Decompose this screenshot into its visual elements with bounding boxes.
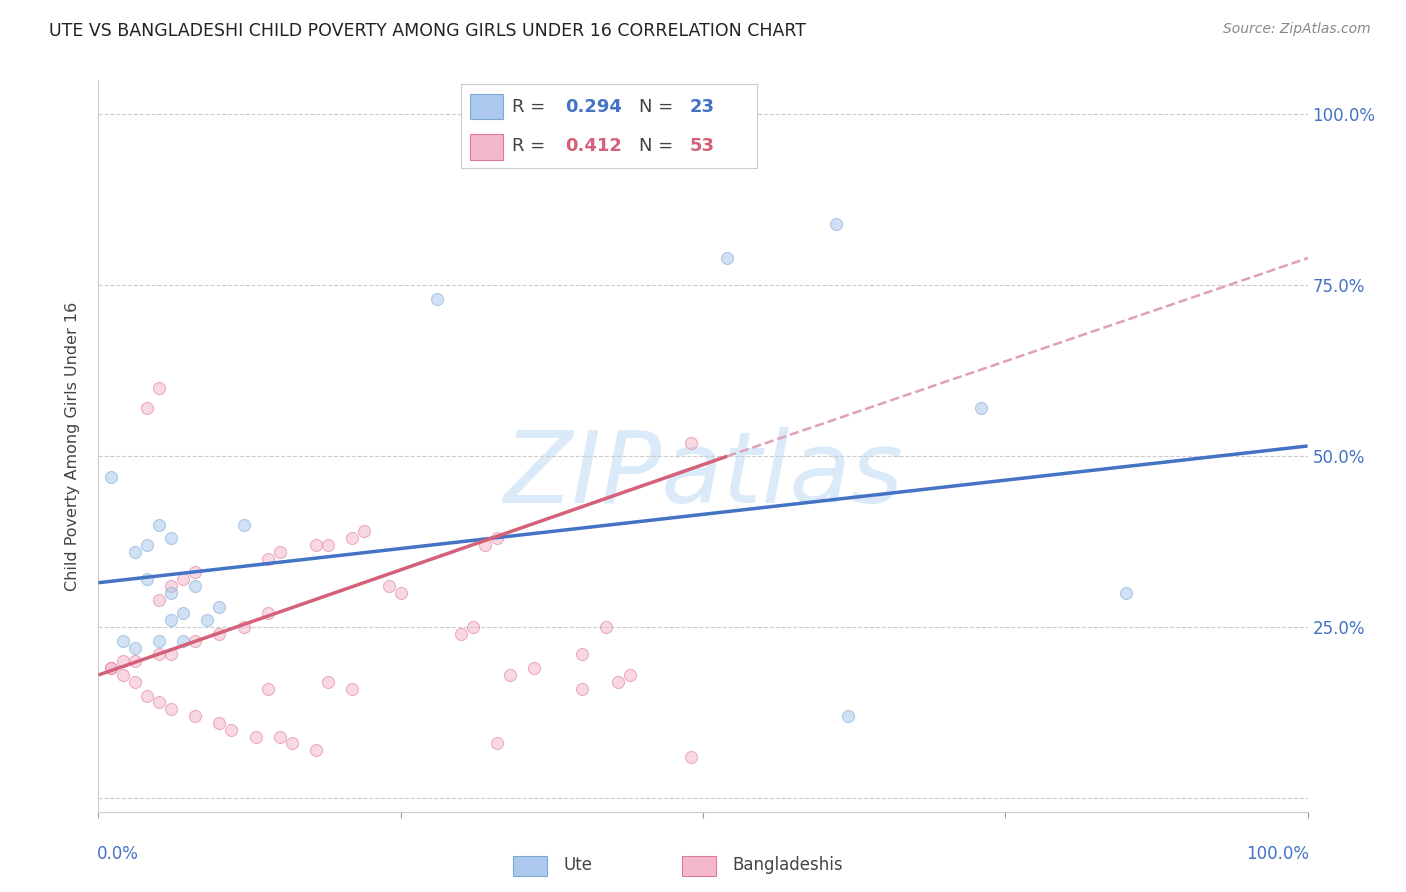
Point [160, 531, 183, 545]
Point [232, 517, 254, 532]
Point [172, 633, 194, 648]
Point [523, 661, 546, 675]
Point [184, 566, 207, 580]
Text: UTE VS BANGLADESHI CHILD POVERTY AMONG GIRLS UNDER 16 CORRELATION CHART: UTE VS BANGLADESHI CHILD POVERTY AMONG G… [49, 22, 806, 40]
Point [111, 654, 134, 668]
Point [124, 654, 146, 668]
Point [389, 586, 412, 600]
Point [124, 674, 146, 689]
Point [256, 551, 278, 566]
Point [148, 633, 170, 648]
Point [342, 681, 364, 696]
Point [607, 674, 630, 689]
Point [160, 586, 183, 600]
Point [474, 538, 496, 552]
Point [100, 469, 122, 483]
Point [245, 730, 267, 744]
Point [353, 524, 375, 539]
FancyBboxPatch shape [513, 856, 547, 876]
Point [825, 217, 848, 231]
Point [305, 538, 328, 552]
Point [160, 579, 183, 593]
Text: 100.0%: 100.0% [1246, 845, 1309, 863]
Point [269, 730, 291, 744]
Point [305, 743, 328, 757]
Point [486, 736, 509, 750]
Point [195, 613, 218, 627]
Point [172, 572, 194, 586]
Point [463, 620, 485, 634]
Text: Source: ZipAtlas.com: Source: ZipAtlas.com [1223, 22, 1371, 37]
Point [1115, 586, 1137, 600]
Text: ZIPatlas: ZIPatlas [503, 426, 903, 524]
Point [160, 648, 183, 662]
Point [111, 633, 134, 648]
Point [148, 381, 170, 395]
Point [111, 668, 134, 682]
Point [184, 709, 207, 723]
Point [221, 723, 243, 737]
Point [316, 674, 339, 689]
Point [837, 709, 859, 723]
Point [148, 695, 170, 709]
Point [148, 648, 170, 662]
Point [970, 401, 993, 416]
Point [342, 531, 364, 545]
Point [160, 702, 183, 716]
Point [256, 607, 278, 621]
Point [450, 627, 472, 641]
Point [571, 681, 593, 696]
Point [377, 579, 399, 593]
Point [208, 599, 231, 614]
Y-axis label: Child Poverty Among Girls Under 16: Child Poverty Among Girls Under 16 [65, 301, 80, 591]
Text: 0.0%: 0.0% [97, 845, 139, 863]
Text: Bangladeshis: Bangladeshis [733, 856, 844, 874]
Point [184, 633, 207, 648]
Point [148, 592, 170, 607]
Point [716, 251, 738, 265]
FancyBboxPatch shape [682, 856, 716, 876]
Point [172, 607, 194, 621]
Point [135, 401, 157, 416]
Point [208, 715, 231, 730]
Point [256, 681, 278, 696]
Point [135, 572, 157, 586]
Point [426, 292, 449, 306]
Point [100, 661, 122, 675]
Point [619, 668, 641, 682]
Point [124, 545, 146, 559]
Point [679, 750, 702, 764]
Point [269, 545, 291, 559]
Point [232, 620, 254, 634]
Point [208, 627, 231, 641]
Point [498, 668, 520, 682]
Point [679, 435, 702, 450]
Point [124, 640, 146, 655]
Point [316, 538, 339, 552]
Point [135, 538, 157, 552]
Point [135, 689, 157, 703]
Point [595, 620, 617, 634]
Point [486, 531, 509, 545]
Point [148, 517, 170, 532]
Point [184, 579, 207, 593]
Point [160, 613, 183, 627]
Point [100, 661, 122, 675]
Point [281, 736, 304, 750]
Text: Ute: Ute [564, 856, 593, 874]
Point [571, 648, 593, 662]
